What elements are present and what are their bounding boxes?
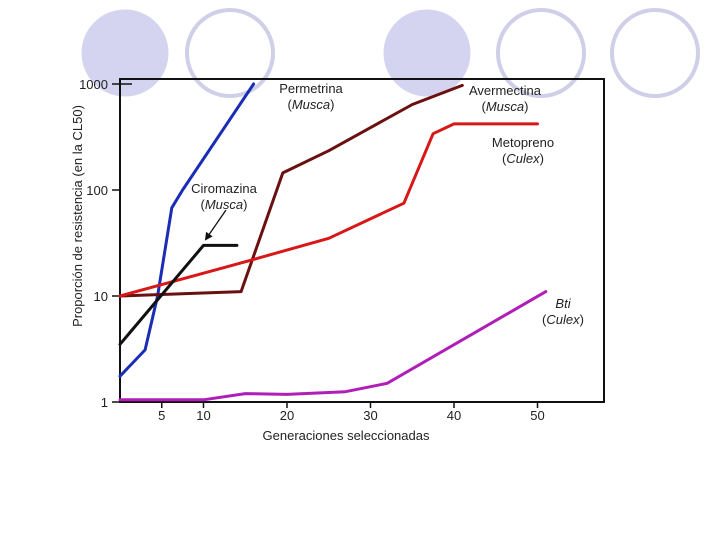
y-tick-label: 100 [86,183,108,198]
series-label-avermectina-musca: Avermectina [469,83,542,98]
x-tick-label: 40 [447,408,461,423]
series-label-ciromazina-musca: Ciromazina [191,181,258,196]
series-line-bti-culex [118,290,548,402]
decor-circle-filled [81,9,169,97]
series-label-permetrina-musca: (Musca) [288,97,335,112]
y-tick-label: 1 [101,395,108,410]
series-line-avermectina-musca [118,83,464,298]
decor-circle-hollow [610,8,700,98]
x-tick-label: 50 [530,408,544,423]
series-labels: Permetrina(Musca)Avermectina(Musca)Metop… [191,81,584,327]
decor-circle-filled [383,9,471,97]
axis-ticks: 5 10 20 30 40 50 1 10 100 1000 [79,77,545,423]
series-line-metopreno-culex [118,122,539,298]
x-axis-title: Generaciones seleccionadas [263,428,430,443]
decor-circle-hollow [496,8,586,98]
y-tick-label: 1000 [79,77,108,92]
y-axis-title: Proporción de resistencia (en la CL50) [70,105,85,327]
plot-frame [119,78,605,403]
x-tick-label: 10 [196,408,210,423]
decor-circle-hollow [185,8,275,98]
series-label-ciromazina-musca: (Musca) [201,197,248,212]
series-lines [118,82,548,402]
y-tick-label: 10 [94,289,108,304]
series-label-bti-culex: (Culex) [542,312,584,327]
x-tick-label: 20 [280,408,294,423]
series-label-bti-culex: Bti [555,296,571,311]
ciromazina-annotation-arrow [204,209,227,241]
series-label-metopreno-culex: Metopreno [492,135,554,150]
series-label-permetrina-musca: Permetrina [279,81,343,96]
series-label-metopreno-culex: (Culex) [502,151,544,166]
series-line-ciromazina-musca [118,243,239,346]
decorative-circles [81,8,700,98]
x-tick-label: 30 [363,408,377,423]
x-tick-label: 5 [158,408,165,423]
series-label-avermectina-musca: (Musca) [482,99,529,114]
series-line-permetrina-musca [118,82,256,378]
